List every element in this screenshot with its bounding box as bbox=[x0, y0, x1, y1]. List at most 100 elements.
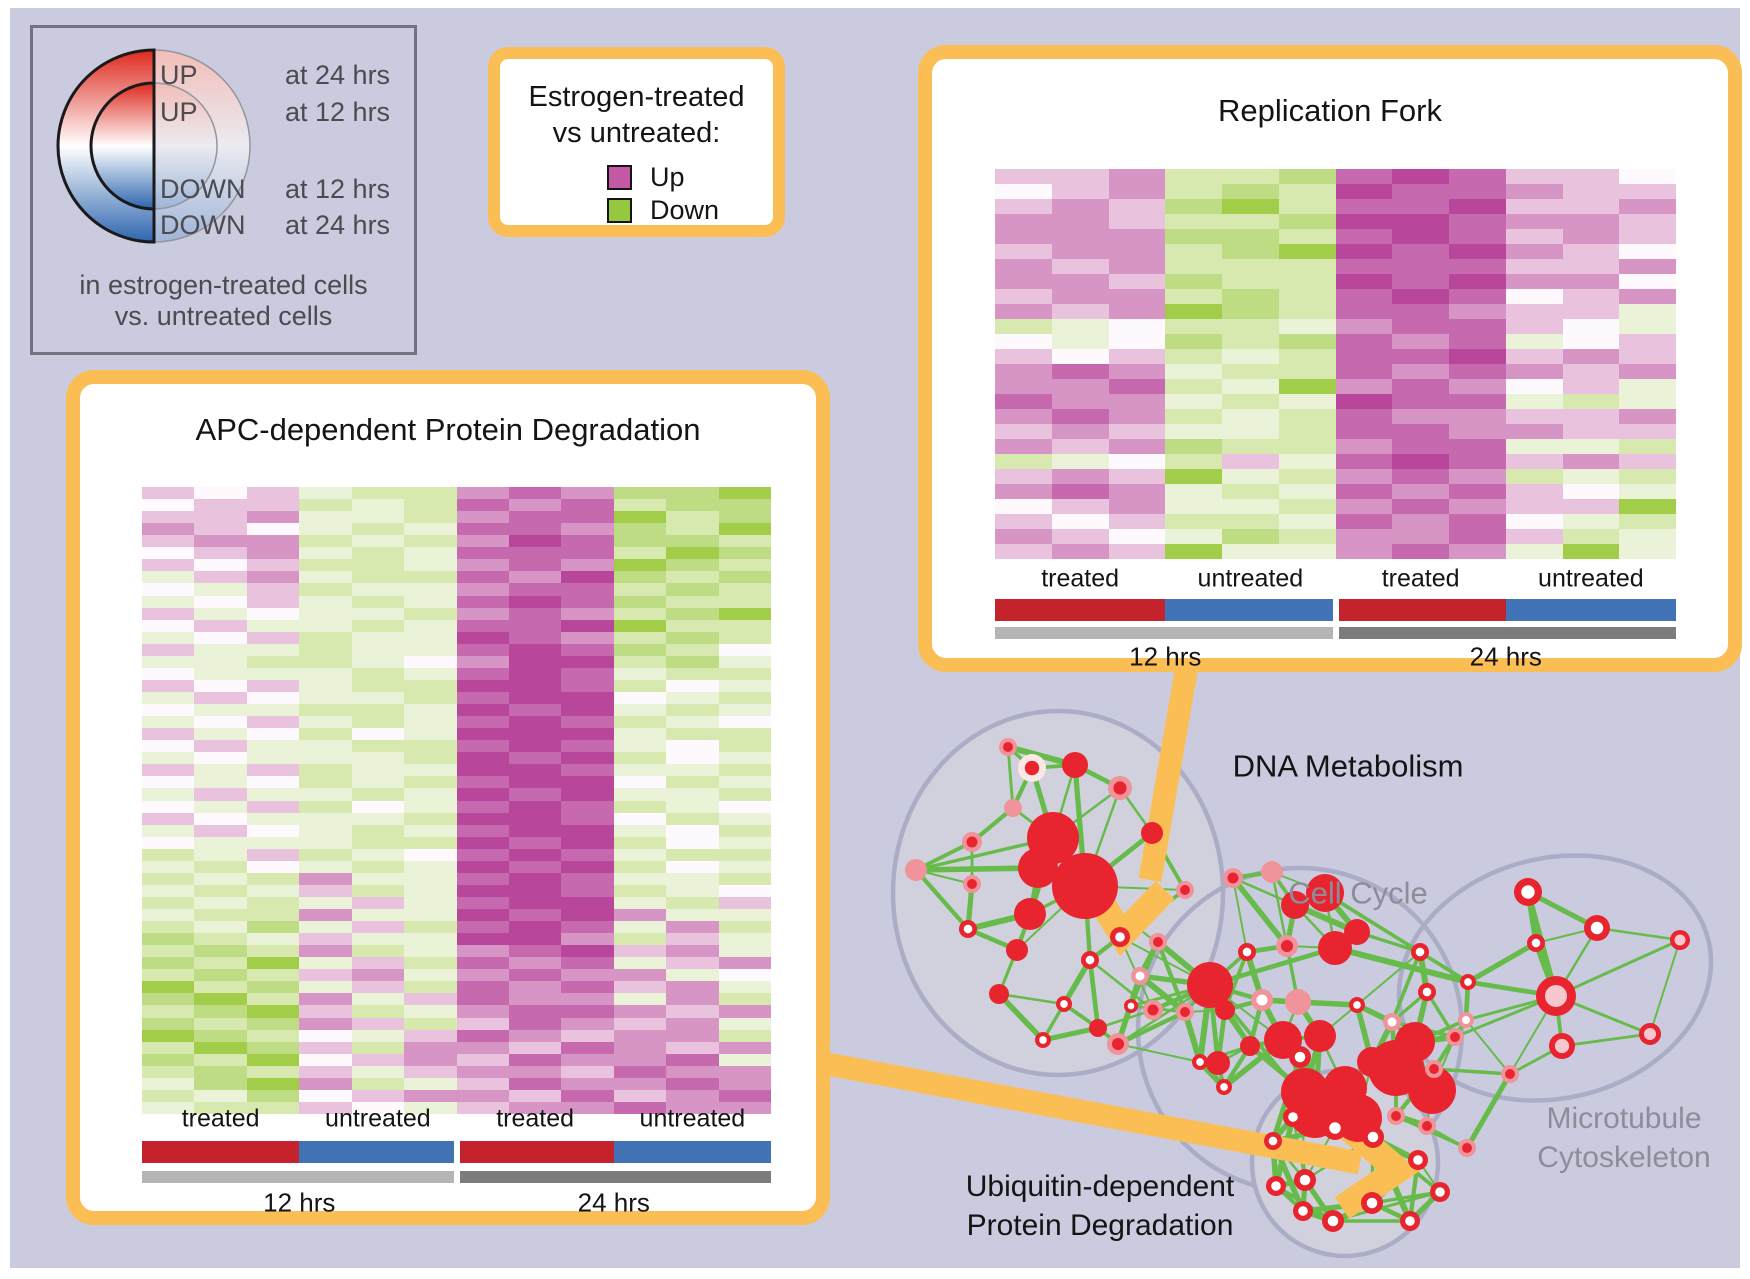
heatmap-cell bbox=[351, 860, 405, 873]
network-node-circle bbox=[1014, 898, 1046, 930]
network-node bbox=[1014, 898, 1046, 930]
heatmap-cell bbox=[613, 909, 667, 922]
heatmap-cell bbox=[613, 499, 667, 512]
network-node-circle bbox=[1391, 1111, 1401, 1121]
heatmap-cell bbox=[404, 800, 457, 813]
network-node bbox=[1238, 943, 1256, 961]
heatmap-cell bbox=[1505, 214, 1563, 229]
up-label: Up bbox=[650, 162, 685, 192]
heatmap-cell bbox=[613, 969, 667, 982]
heatmap-cell bbox=[666, 631, 719, 644]
heatmap-cell bbox=[246, 957, 300, 970]
heatmap-cell bbox=[404, 1053, 457, 1066]
heatmap-cell bbox=[246, 872, 300, 885]
heatmap-cell bbox=[1392, 514, 1449, 529]
heatmap-cell bbox=[718, 800, 771, 813]
heatmap-cell bbox=[1619, 379, 1676, 394]
network-node-circle bbox=[1435, 1187, 1445, 1197]
heatmap-cell bbox=[1619, 244, 1676, 259]
heatmap-cell bbox=[1222, 199, 1279, 214]
network-node bbox=[1176, 1003, 1194, 1021]
heatmap-cell bbox=[1108, 394, 1166, 409]
heatmap-cell bbox=[508, 812, 562, 825]
network-node-circle bbox=[963, 924, 973, 934]
heatmap-cell bbox=[1335, 184, 1393, 199]
heatmap-cell bbox=[613, 812, 667, 825]
heatmap-cell bbox=[456, 800, 509, 813]
heatmap-cell bbox=[508, 704, 562, 717]
heatmap-cell bbox=[194, 884, 247, 897]
heatmap-cell bbox=[456, 547, 509, 560]
heatmap-cell bbox=[142, 643, 195, 656]
heatmap-cell bbox=[246, 1017, 300, 1030]
heatmap-cell bbox=[1562, 484, 1620, 499]
heatmap-cell bbox=[995, 364, 1052, 379]
heatmap-cell bbox=[456, 523, 509, 536]
heatmap-cell bbox=[995, 469, 1052, 484]
network-node-circle bbox=[966, 836, 978, 848]
heatmap-cell bbox=[246, 800, 300, 813]
network-node bbox=[1527, 934, 1545, 952]
heatmap-cell bbox=[995, 229, 1052, 244]
heatmap-cell bbox=[404, 499, 457, 512]
condition-label: untreated bbox=[1538, 564, 1644, 593]
legend-caption-line2: vs. untreated cells bbox=[114, 301, 333, 331]
heatmap-cell bbox=[194, 1053, 247, 1066]
heatmap-cell bbox=[299, 1089, 352, 1102]
heatmap-cell bbox=[508, 896, 562, 910]
heatmap-cell bbox=[1335, 349, 1393, 364]
heatmap-cell bbox=[194, 872, 247, 885]
heatmap-cell bbox=[1619, 454, 1676, 469]
network-node bbox=[1411, 943, 1429, 961]
heatmap-cell bbox=[1619, 364, 1676, 379]
heatmap-cell bbox=[718, 1065, 771, 1078]
heatmap-cell bbox=[613, 764, 667, 777]
network-edge bbox=[1006, 746, 1015, 809]
heatmap-cell bbox=[995, 199, 1052, 214]
condition-color-bar bbox=[459, 1141, 614, 1163]
heatmap-cell bbox=[246, 740, 300, 753]
network-node bbox=[1283, 1107, 1303, 1127]
heatmap-cell bbox=[508, 679, 562, 692]
condition-label: untreated bbox=[639, 1104, 746, 1133]
heatmap-cell bbox=[561, 1005, 614, 1018]
network-edge bbox=[1466, 940, 1538, 985]
heatmap-cell bbox=[1619, 274, 1676, 289]
heatmap-cell bbox=[456, 1017, 509, 1030]
heatmap-cell bbox=[194, 1029, 247, 1042]
heatmap-cell bbox=[1051, 199, 1109, 214]
heatmap-cell bbox=[1165, 394, 1222, 409]
heatmap-cell bbox=[1108, 424, 1166, 439]
heatmap-cell bbox=[1108, 544, 1166, 559]
heatmap-cell bbox=[508, 1065, 562, 1078]
heatmap-cell bbox=[1449, 469, 1506, 484]
condition-color-bar bbox=[613, 1141, 771, 1163]
heatmap-cell bbox=[299, 1101, 352, 1114]
heatmap-cell bbox=[1222, 289, 1279, 304]
condition-label: untreated bbox=[1197, 564, 1304, 593]
heatmap-cell bbox=[1051, 259, 1109, 274]
heatmap-cell bbox=[1222, 469, 1279, 484]
heatmap-cell bbox=[1108, 214, 1166, 229]
heatmap-cell bbox=[995, 319, 1052, 334]
heatmap-cell bbox=[1449, 334, 1506, 349]
network-node-circle bbox=[1039, 1036, 1047, 1044]
heatmap-cell bbox=[1278, 169, 1336, 184]
heatmap-cell bbox=[404, 547, 457, 560]
network-node bbox=[1240, 1036, 1260, 1056]
heatmap-cell bbox=[351, 848, 405, 861]
network-node bbox=[1052, 853, 1118, 919]
network-edge bbox=[1270, 871, 1289, 947]
heatmap-cell bbox=[299, 788, 352, 801]
heatmap-cell bbox=[561, 1053, 614, 1066]
heatmap-cell bbox=[456, 535, 509, 548]
network-node-circle bbox=[1450, 1032, 1460, 1042]
heatmap-cell bbox=[1449, 319, 1506, 334]
heatmap-cell bbox=[1562, 454, 1620, 469]
heatmap-cell bbox=[1165, 469, 1222, 484]
heatmap-cell bbox=[456, 945, 509, 958]
heatmap-cell bbox=[1108, 229, 1166, 244]
heatmap-cell bbox=[561, 800, 614, 813]
heatmap-cell bbox=[142, 667, 195, 680]
